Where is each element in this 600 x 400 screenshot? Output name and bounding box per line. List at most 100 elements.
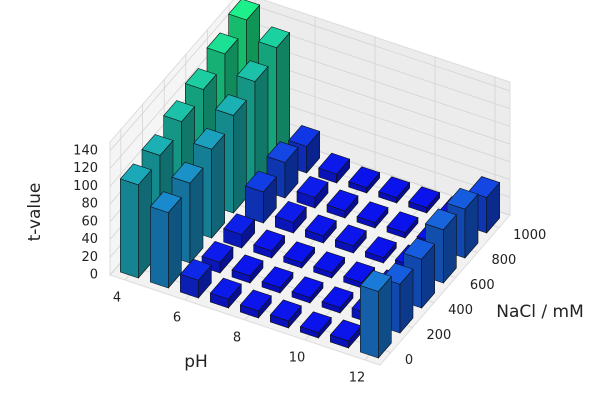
bar [244,170,277,224]
bar [318,152,351,184]
bar-top [378,176,411,199]
bar-top [468,176,501,198]
bar-top [201,241,234,263]
bar-top [244,170,277,193]
bar-top [223,213,256,236]
bar-side [189,167,204,264]
y-tick-label: 400 [448,303,473,318]
z-axis-label: t-value [25,183,45,242]
bar-top [184,68,217,90]
z-tick-label: 20 [81,250,98,265]
z-tick-label: 100 [73,179,98,194]
bar-top [321,286,354,309]
bar-top [334,224,367,247]
bar [299,311,332,339]
bar [149,191,182,289]
bar [313,251,346,279]
bar [239,289,272,319]
bar-top [231,254,264,277]
bar-top [299,311,332,334]
bar [291,276,324,304]
y-tick-label: 1000 [513,228,546,243]
x-tick-label: 6 [173,311,181,326]
bar-front [150,206,169,289]
bar-top [446,187,479,210]
bar [334,224,367,254]
bar-top [236,60,269,82]
bar [386,211,419,239]
bar [261,266,294,294]
z-tick-label: 40 [81,232,98,247]
bar [274,201,307,234]
bar-front [360,285,379,359]
bar-top [261,266,294,289]
bar-top [364,236,397,259]
bar-top [288,125,321,147]
y-tick-label: 800 [492,253,517,268]
bar-front [120,178,139,279]
bar [253,229,286,259]
bars [119,0,501,359]
bar-top [141,134,174,156]
bar-top [386,211,419,234]
y-tick-label: 200 [427,328,452,343]
bar [378,176,411,204]
bar [408,186,441,214]
z-grid-line [109,0,241,152]
y-tick-label: 600 [470,278,495,293]
bar-top [171,161,204,184]
x-tick-label: 12 [349,371,366,386]
bar [231,254,264,284]
bar-top [274,201,307,223]
x-tick-label: 10 [289,351,306,366]
bar-top [269,299,302,322]
y-axis-label: NaCl / mM [496,302,584,322]
bar-top [348,166,381,189]
bar-top [424,208,457,231]
bar [364,236,397,264]
z-tick-label: 60 [81,214,98,229]
bar-top [239,289,272,312]
bar-top [283,241,316,264]
bar-top [228,0,261,21]
bar [348,166,381,194]
bar-top [119,163,152,186]
bar-top [318,152,351,175]
bar-side [211,133,225,239]
bar [359,270,392,359]
z-tick-label: 80 [81,197,98,212]
bar [223,213,256,249]
bar [201,241,234,274]
bar-top [206,32,239,55]
x-tick-label: 8 [233,331,241,346]
bar-top [326,189,359,212]
z-grid-line [239,0,511,92]
bar [356,201,389,229]
bar [296,176,329,209]
x-axis-label: pH [184,352,208,372]
bar-top [304,214,337,237]
bar-top [296,176,329,198]
bar-top [291,276,324,299]
bar [209,277,242,309]
bar-top [258,26,291,49]
bar-top [266,141,299,163]
bar-side [233,99,247,214]
z-tick-label: 120 [73,161,98,176]
bar [179,258,212,299]
x-tick-label: 4 [113,291,121,306]
bar-side [138,169,152,279]
bar [304,214,337,244]
bar-top [253,229,286,252]
x-grid-line [304,189,436,341]
bar-top [313,251,346,274]
bar [119,163,152,279]
bar-top [149,191,182,213]
bar-top [163,100,196,122]
y-tick-label: 0 [405,353,413,368]
bar-top [193,127,226,150]
bar-top [403,237,436,260]
bar [283,241,316,269]
bar [321,286,354,314]
